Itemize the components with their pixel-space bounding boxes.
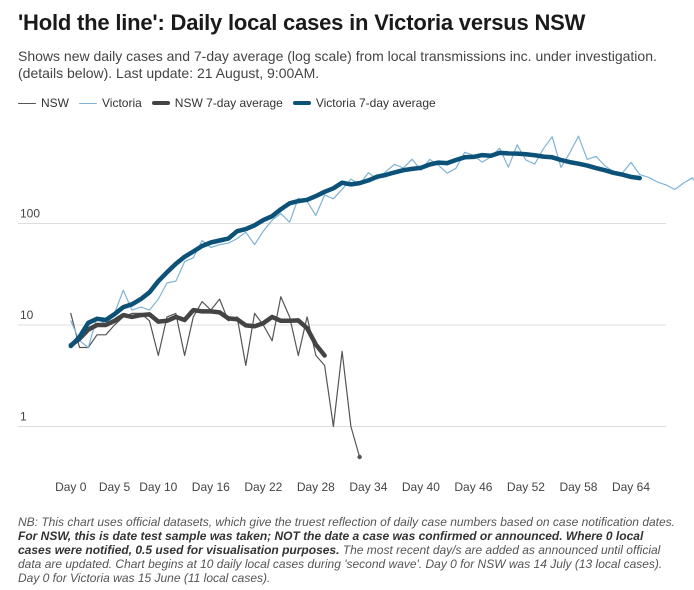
series-end-point-nsw[interactable] (357, 454, 362, 460)
x-tick-label-day-5: Day 5 (99, 480, 131, 494)
legend: NSW Victoria NSW 7-day average Victoria … (18, 96, 446, 110)
legend-label-nsw: NSW (41, 96, 69, 110)
x-tick-label-day-64: Day 64 (612, 480, 650, 494)
notes-details: The most recent day/s are added as annou… (18, 543, 663, 585)
y-tick-label-10: 10 (20, 308, 34, 322)
y-tick-label-100: 100 (20, 206, 40, 220)
legend-label-nsw-avg: NSW 7-day average (174, 96, 283, 110)
legend-label-victoria: Victoria (102, 96, 142, 110)
legend-item-nsw-avg[interactable]: NSW 7-day average (151, 96, 283, 110)
legend-swatch-nsw (18, 102, 36, 104)
notes-intro: NB: This chart uses official datasets, w… (18, 515, 676, 529)
legend-swatch-victoria-avg (292, 101, 311, 105)
notes-nsw-method: For NSW, this is date test sample was ta… (18, 529, 644, 557)
x-tick-label-day-22: Day 22 (244, 480, 282, 494)
x-tick-label-day-40: Day 40 (402, 480, 440, 494)
legend-swatch-victoria (79, 102, 97, 104)
x-tick-label-day-58: Day 58 (559, 480, 597, 494)
x-tick-label-day-52: Day 52 (507, 480, 545, 494)
x-tick-label-day-28: Day 28 (297, 480, 335, 494)
chart-notes: NB: This chart uses official datasets, w… (18, 515, 678, 585)
x-tick-label-day-0: Day 0 (55, 480, 87, 494)
x-tick-label-day-46: Day 46 (454, 480, 492, 494)
series-line-vic_avg[interactable] (68, 150, 642, 349)
legend-item-victoria-avg[interactable]: Victoria 7-day average (292, 96, 436, 110)
x-tick-label-day-16: Day 16 (192, 480, 230, 494)
line-chart: 1 10 100 Day 0 Day 5 Day 10 Day 16 Day 22 Day 28… (18, 135, 694, 494)
legend-label-victoria-avg: Victoria 7-day average (315, 96, 436, 110)
legend-item-victoria[interactable]: Victoria (79, 96, 142, 110)
legend-swatch-nsw-avg (151, 101, 170, 105)
y-tick-label-1: 1 (20, 409, 27, 423)
x-tick-label-day-34: Day 34 (349, 480, 387, 494)
chart-subtitle: Shows new daily cases and 7-day average … (18, 48, 657, 81)
x-tick-label-day-10: Day 10 (139, 480, 177, 494)
chart-title: 'Hold the line': Daily local cases in Vi… (18, 10, 586, 35)
series-line-nsw_avg[interactable] (68, 307, 327, 358)
legend-item-nsw[interactable]: NSW (18, 96, 69, 110)
